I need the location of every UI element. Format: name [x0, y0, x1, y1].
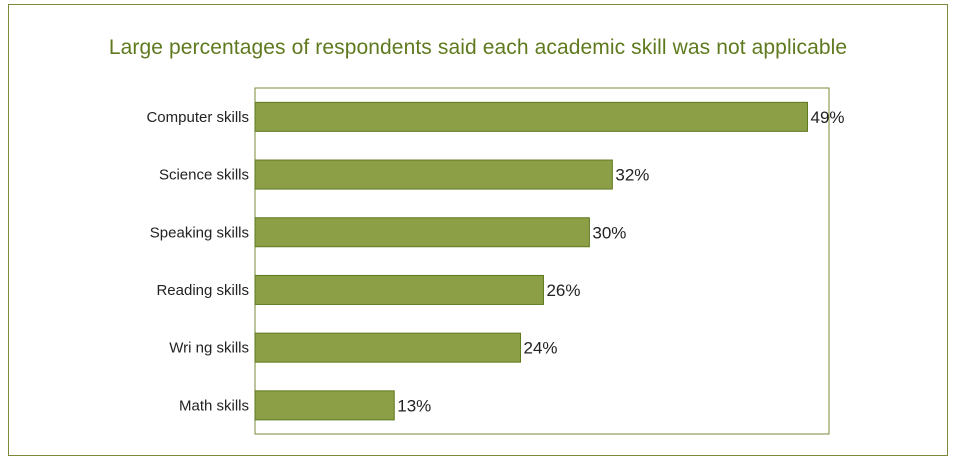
value-label-5: 13% [397, 396, 431, 415]
bar-2 [254, 217, 590, 248]
chart-title: Large percentages of respondents said ea… [108, 36, 848, 59]
category-label-5: Math skills [179, 397, 249, 414]
category-label-4: Wri ng skills [169, 340, 249, 357]
chart-frame-top [8, 4, 948, 5]
category-label-0: Computer skills [146, 109, 249, 126]
value-label-1: 32% [615, 166, 649, 185]
value-label-0: 49% [811, 108, 845, 127]
bar-3 [254, 274, 544, 305]
value-label-4: 24% [524, 339, 558, 358]
category-label-3: Reading skills [156, 282, 249, 299]
category-label-1: Science skills [159, 167, 249, 184]
bar-4 [254, 332, 522, 363]
bar-1 [254, 159, 613, 190]
category-label-2: Speaking skills [150, 224, 249, 241]
plot-area [254, 87, 830, 435]
chart-frame [8, 4, 948, 456]
value-label-3: 26% [546, 281, 580, 300]
value-label-2: 30% [592, 223, 626, 242]
bar-5 [254, 390, 395, 421]
bar-0 [254, 101, 809, 132]
chart-frame-right [947, 4, 948, 456]
